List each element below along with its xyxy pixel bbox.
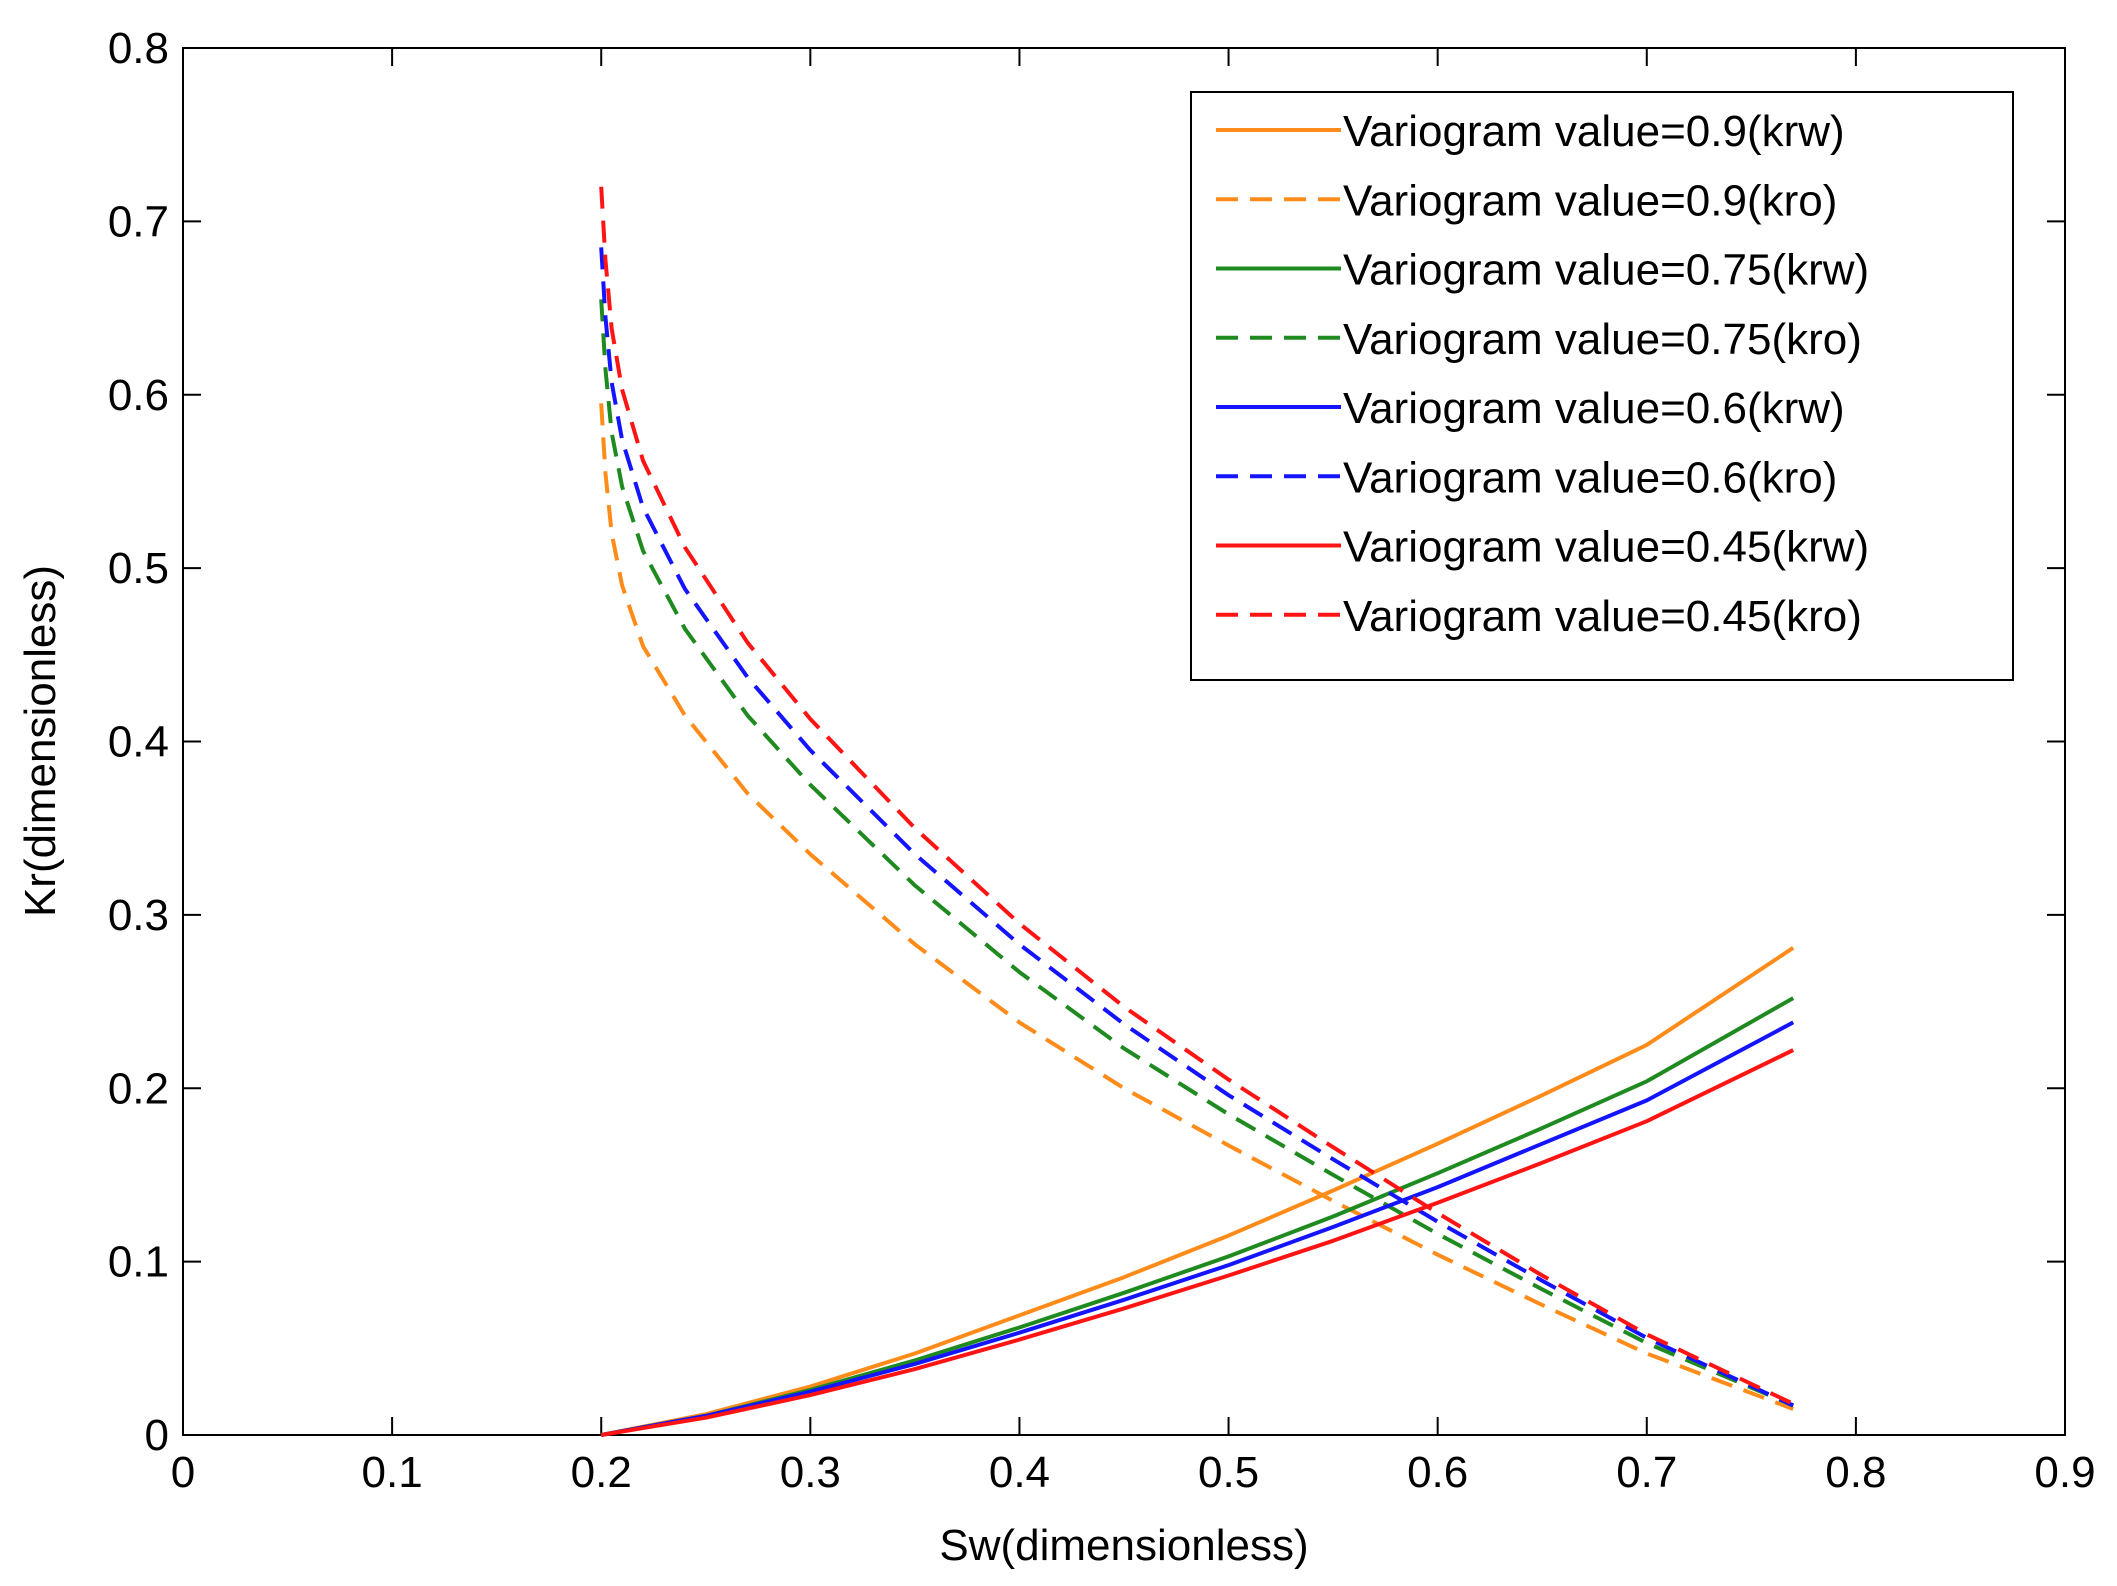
- x-tick-label: 0: [171, 1448, 195, 1497]
- legend-box: [1190, 91, 2014, 681]
- series-line-5: [599, 247, 1795, 1408]
- y-tick-label: 0.4: [108, 718, 169, 767]
- legend-label-7: Variogram value=0.45(kro): [1343, 592, 1862, 641]
- legend-label-5: Variogram value=0.6(kro): [1343, 453, 1837, 502]
- x-tick-label: 0.4: [989, 1448, 1050, 1497]
- y-tick-label: 0: [145, 1411, 169, 1460]
- series-line-6: [600, 1048, 1795, 1437]
- x-tick-label: 0.1: [362, 1448, 423, 1497]
- series-line-7: [599, 186, 1795, 1406]
- legend-label-0: Variogram value=0.9(krw): [1343, 107, 1845, 156]
- x-axis-label: Sw(dimensionless): [939, 1521, 1308, 1570]
- y-axis-label: Kr(dimensionless): [16, 565, 65, 917]
- legend-label-4: Variogram value=0.6(krw): [1343, 384, 1845, 433]
- y-tick-label: 0.2: [108, 1064, 169, 1113]
- y-tick-label: 0.3: [108, 891, 169, 940]
- x-tick-label: 0.6: [1407, 1448, 1468, 1497]
- x-tick-label: 0.3: [780, 1448, 841, 1497]
- x-tick-label: 0.7: [1616, 1448, 1677, 1497]
- legend: Variogram value=0.9(krw) Variogram value=…: [1190, 91, 2014, 681]
- series-line-3: [599, 299, 1794, 1408]
- y-tick-label: 0.7: [108, 197, 169, 246]
- legend-label-3: Variogram value=0.75(kro): [1343, 315, 1862, 364]
- y-tick-label: 0.8: [108, 24, 169, 73]
- series-line-0: [600, 946, 1795, 1437]
- axis-ticks: 0 0.1 0.2 0.3 0.4 0.5 0.6 0.7 0.8 0.9 0 0.1 0.2 0.3 0.…: [108, 24, 2096, 1497]
- series-layer: [599, 186, 1795, 1437]
- x-tick-label: 0.5: [1198, 1448, 1259, 1497]
- x-tick-label: 0.9: [2034, 1448, 2095, 1497]
- series-line-1: [599, 403, 1794, 1411]
- legend-label-2: Variogram value=0.75(krw): [1343, 246, 1869, 295]
- y-tick-label: 0.6: [108, 371, 169, 420]
- series-line-4: [600, 1020, 1795, 1437]
- legend-label-1: Variogram value=0.9(kro): [1343, 176, 1837, 225]
- y-tick-label: 0.5: [108, 544, 169, 593]
- legend-label-6: Variogram value=0.45(krw): [1343, 523, 1869, 572]
- x-tick-label: 0.8: [1825, 1448, 1886, 1497]
- x-tick-label: 0.2: [571, 1448, 632, 1497]
- y-tick-label: 0.1: [108, 1238, 169, 1287]
